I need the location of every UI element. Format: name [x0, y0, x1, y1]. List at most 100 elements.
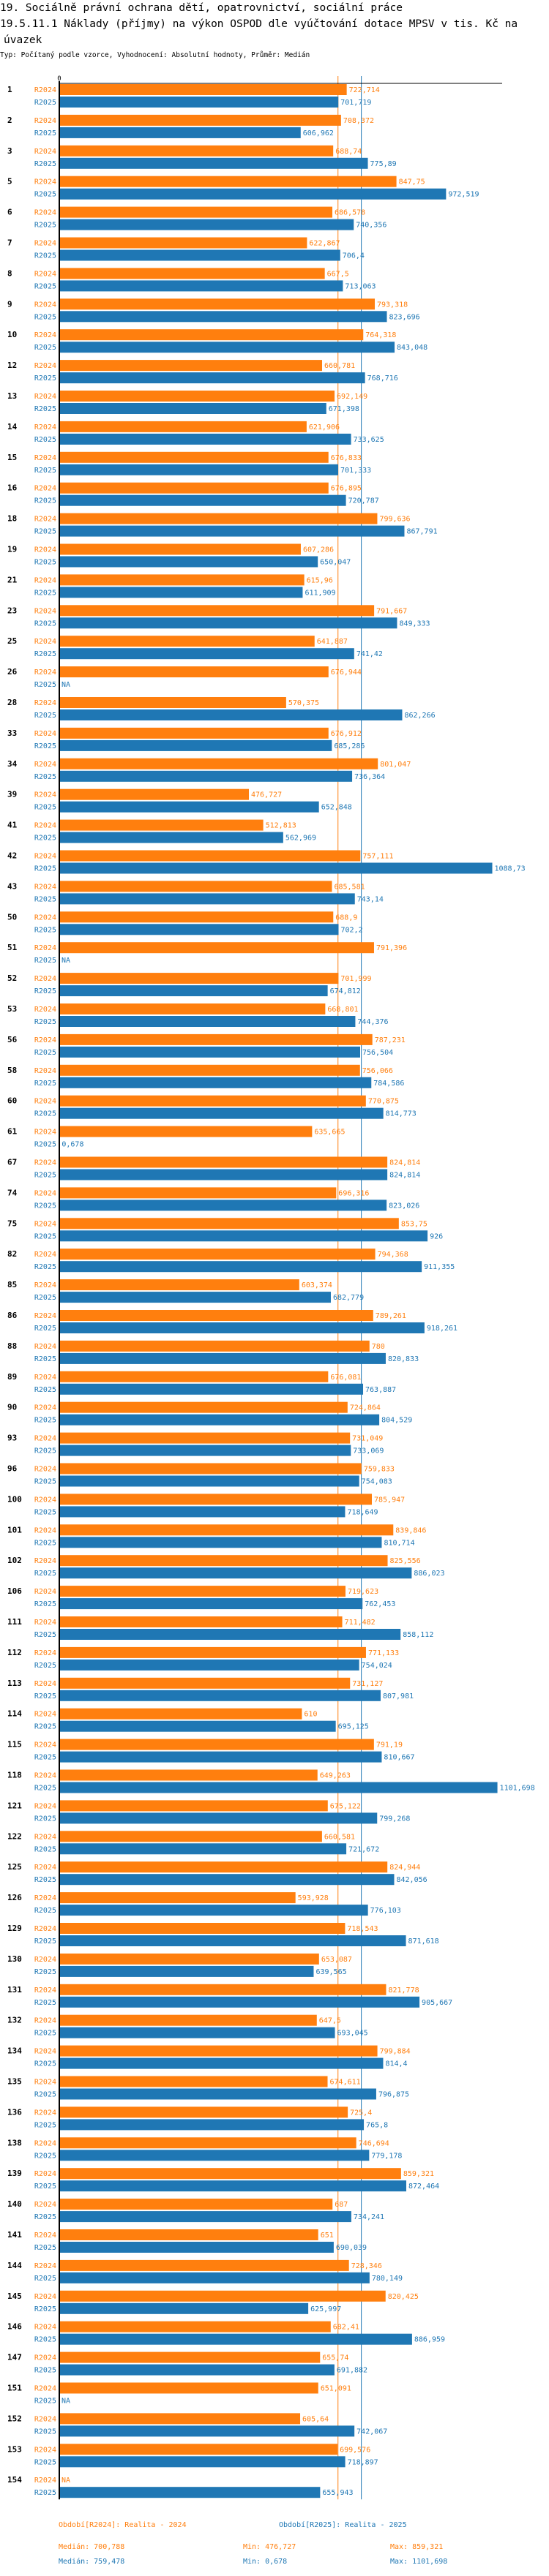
- category-label: 61: [7, 1127, 18, 1137]
- series-label: R2024: [34, 1894, 56, 1902]
- bar-r2025: [59, 1720, 336, 1732]
- value-label: 787,231: [375, 1036, 406, 1044]
- legend-r2025: Období[R2025]: Realita - 2025: [279, 2521, 407, 2529]
- bar-r2025: [59, 1629, 401, 1640]
- series-label: R2024: [34, 423, 56, 432]
- series-label: R2024: [34, 822, 56, 830]
- series-label: R2025: [34, 926, 56, 934]
- value-label: 691,882: [337, 2367, 367, 2375]
- bar-r2025: [59, 1690, 381, 1701]
- value-label: 655,74: [322, 2354, 348, 2362]
- series-label: R2024: [34, 362, 56, 370]
- bar-r2025: [59, 525, 405, 537]
- category-label: 102: [7, 1556, 22, 1565]
- value-label: 776,103: [370, 1907, 401, 1915]
- value-label: 649,263: [320, 1772, 351, 1780]
- series-label: R2024: [34, 699, 56, 707]
- category-label: 26: [7, 667, 18, 677]
- value-label: 706,4: [343, 252, 365, 260]
- section-title: 19. Sociálně právní ochrana dětí, opatro…: [0, 2, 403, 14]
- series-label: R2025: [34, 2336, 56, 2344]
- bar-r2025: [59, 2150, 370, 2161]
- value-label: 842,056: [396, 1876, 427, 1884]
- series-label: R2025: [34, 1172, 56, 1180]
- value-label: NA: [61, 2398, 70, 2406]
- series-label: R2025: [34, 2244, 56, 2252]
- value-label: 740,356: [356, 222, 386, 230]
- series-label: R2024: [34, 270, 56, 278]
- bar-r2024: [59, 1218, 399, 1229]
- series-label: R2024: [34, 2324, 56, 2332]
- category-label: 132: [7, 2016, 22, 2025]
- series-label: R2025: [34, 191, 56, 199]
- bar-r2024: [59, 1861, 388, 1873]
- value-label: 757,111: [362, 853, 393, 861]
- series-label: R2024: [34, 2415, 56, 2423]
- bar-r2024: [59, 1463, 362, 1475]
- bar-r2024: [59, 2045, 378, 2057]
- series-label: R2024: [34, 1312, 56, 1320]
- category-label: 145: [7, 2291, 22, 2301]
- value-label: 780,149: [372, 2275, 403, 2283]
- bar-r2024: [59, 1432, 351, 1444]
- bar-r2024: [59, 788, 250, 800]
- category-label: 122: [7, 1831, 22, 1841]
- bar-r2024: [59, 973, 339, 984]
- series-label: R2025: [34, 160, 56, 168]
- category-label: 21: [7, 575, 18, 584]
- series-label: R2024: [34, 1741, 56, 1750]
- bar-r2024: [59, 1984, 386, 1995]
- series-label: R2025: [34, 2367, 56, 2375]
- value-label: 825,556: [390, 1557, 421, 1565]
- value-label: 814,773: [386, 1110, 417, 1118]
- bar-r2024: [59, 2382, 318, 2394]
- value-label: 918,261: [427, 1325, 458, 1333]
- series-label: R2024: [34, 761, 56, 769]
- bar-r2025: [59, 1414, 380, 1426]
- category-label: 10: [7, 330, 17, 339]
- value-label: 824,814: [389, 1172, 420, 1180]
- bar-r2025: [59, 219, 354, 230]
- value-label: 731,049: [352, 1435, 383, 1443]
- series-label: R2024: [34, 2477, 56, 2485]
- value-label: 763,887: [365, 1386, 396, 1394]
- series-label: R2024: [34, 2170, 56, 2178]
- series-label: R2024: [34, 117, 56, 125]
- value-label: 610: [304, 1711, 317, 1719]
- series-label: R2024: [34, 240, 56, 248]
- value-label: 759,833: [364, 1466, 395, 1474]
- bar-r2024: [59, 1524, 394, 1536]
- series-label: R2024: [34, 914, 56, 922]
- series-label: R2024: [34, 853, 56, 861]
- value-label: 682,779: [333, 1294, 364, 1302]
- bar-r2025: [59, 1475, 359, 1487]
- value-label: 603,374: [302, 1281, 332, 1289]
- series-label: R2024: [34, 1802, 56, 1810]
- series-label: R2024: [34, 454, 56, 462]
- bar-r2025: [59, 1567, 412, 1579]
- bar-r2024: [59, 1646, 366, 1658]
- category-label: 139: [7, 2169, 22, 2178]
- series-label: R2025: [34, 1417, 56, 1425]
- series-label: R2025: [34, 2060, 56, 2068]
- value-label: 754,024: [362, 1662, 392, 1670]
- bar-r2024: [59, 2413, 301, 2425]
- value-label: 804,529: [381, 1417, 412, 1425]
- series-label: R2024: [34, 2048, 56, 2056]
- bar-r2024: [59, 1003, 326, 1014]
- series-label: R2025: [34, 1662, 56, 1670]
- bar-r2025: [59, 1506, 346, 1518]
- category-label: 50: [7, 912, 17, 922]
- bar-r2024: [59, 1923, 346, 1934]
- bar-r2025: [59, 1905, 368, 1916]
- bar-r2024: [59, 1953, 319, 1965]
- series-label: R2025: [34, 835, 56, 843]
- value-label: 728,346: [351, 2262, 382, 2270]
- bar-r2025: [59, 249, 340, 261]
- bar-r2025: [59, 2027, 335, 2038]
- category-label: 82: [7, 1249, 17, 1259]
- category-label: 3: [7, 146, 12, 156]
- series-label: R2025: [34, 1018, 56, 1026]
- category-label: 125: [7, 1862, 22, 1872]
